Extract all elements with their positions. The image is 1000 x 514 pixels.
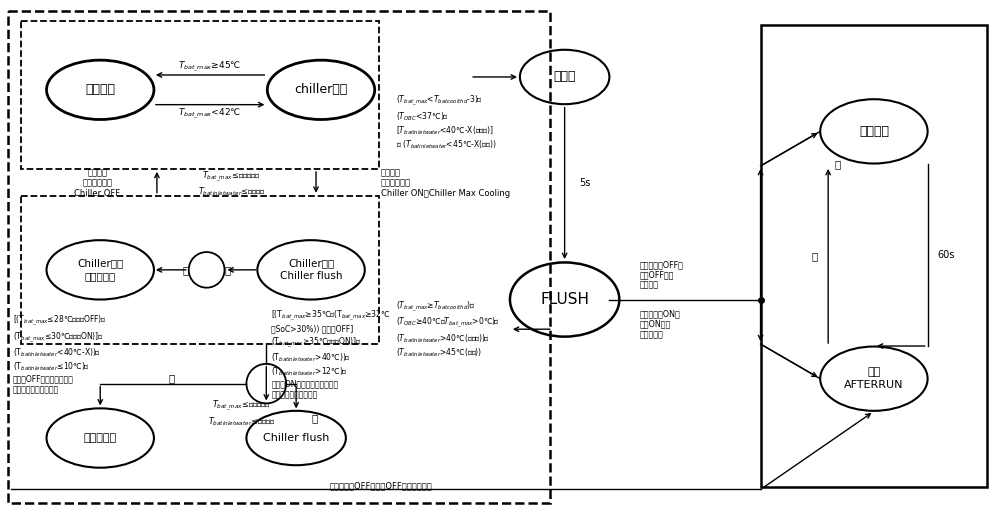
FancyBboxPatch shape: [761, 25, 987, 487]
Text: $T_{bat\_max}$<42℃: $T_{bat\_max}$<42℃: [178, 106, 241, 121]
Text: 否: 否: [169, 374, 175, 383]
FancyBboxPatch shape: [21, 196, 379, 344]
Text: 是: 是: [311, 413, 317, 423]
Text: Chiller flush: Chiller flush: [263, 433, 329, 443]
Text: 初始化: 初始化: [553, 70, 576, 83]
Text: chiller制冷: chiller制冷: [294, 83, 348, 96]
Text: 否: 否: [182, 265, 189, 275]
Text: （点火开关OFF且充电OFF）或水泵故障: （点火开关OFF且充电OFF）或水泵故障: [329, 482, 432, 490]
Text: 是: 是: [812, 251, 818, 261]
FancyBboxPatch shape: [21, 21, 379, 169]
Text: ($T_{bat\_max}$<$T_{bat cool thd}$-3)且
($T_{OBC}$<37℃)且
[$T_{bat inlet water}$<4: ($T_{bat\_max}$<$T_{bat cool thd}$-3)且 (…: [396, 94, 496, 151]
Text: $T_{bat\_max}$≤环境温度或
$T_{bat inlet water}$≤环境温度: $T_{bat\_max}$≤环境温度或 $T_{bat inlet water…: [198, 170, 265, 198]
Text: $T_{bat\_max}$≥45℃: $T_{bat\_max}$≥45℃: [178, 60, 241, 75]
Text: 冷媒回路
状态机切换到
Chiller ON或Chiller Max Cooling: 冷媒回路 状态机切换到 Chiller ON或Chiller Max Cooli…: [381, 168, 510, 198]
FancyBboxPatch shape: [8, 11, 550, 503]
Text: （点火开关OFF且
充电OFF）或
水泵故障: （点火开关OFF且 充电OFF）或 水泵故障: [639, 260, 683, 290]
Text: [(T$_{bat\_max}$≤28℃且充电OFF)或
(T$_{bat\_max}$≤30℃且充电ON)]且
(T$_{bat inlet water}$<: [(T$_{bat\_max}$≤28℃且充电OFF)或 (T$_{bat\_m…: [13, 314, 106, 394]
Text: 散热器冷却: 散热器冷却: [84, 433, 117, 443]
Text: ($T_{bat\_max}$≥$T_{bat cool thd}$)或
($T_{OBC}$≥40℃且$T_{bat\_max}$>0℃)或
($T_{bat: ($T_{bat\_max}$≥$T_{bat cool thd}$)或 ($T…: [396, 300, 499, 359]
Text: 否: 否: [834, 159, 840, 169]
Text: [(T$_{bat\_max}$≥35℃或(T$_{bat\_max}$≥32℃
且SoC>30%)) 且充电OFF]
(T$_{bat\_max}$≥35℃且: [(T$_{bat\_max}$≥35℃或(T$_{bat\_max}$≥32℃…: [271, 308, 391, 399]
Text: $T_{bat\_max}$≤环境温度或
$T_{bat inlet water}$≤环境温度: $T_{bat\_max}$≤环境温度或 $T_{bat inlet water…: [208, 399, 275, 428]
Text: 是: 是: [225, 265, 231, 275]
Text: 冷媒回路
状态机切换到
Chiller OFF: 冷媒回路 状态机切换到 Chiller OFF: [74, 168, 120, 198]
Text: 60s: 60s: [938, 250, 955, 260]
Text: Chiller等待
Chiller flush: Chiller等待 Chiller flush: [280, 259, 342, 281]
Text: FLUSH: FLUSH: [540, 292, 589, 307]
Text: Chiller等待
散热器冷却: Chiller等待 散热器冷却: [77, 259, 123, 281]
Text: （点火开关ON或
充电ON）且
无水泵故障: （点火开关ON或 充电ON）且 无水泵故障: [639, 309, 680, 339]
Text: 5s: 5s: [580, 178, 591, 188]
Text: 最大制冷: 最大制冷: [85, 83, 115, 96]
Text: 系统关闭: 系统关闭: [859, 125, 889, 138]
Text: 系统
AFTERRUN: 系统 AFTERRUN: [844, 368, 904, 390]
